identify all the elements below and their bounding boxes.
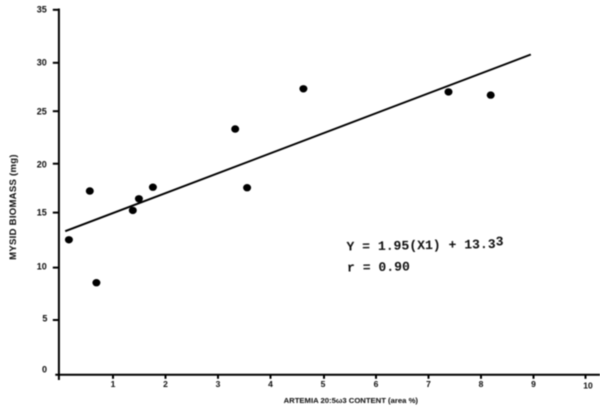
svg-text:2: 2 [163,379,168,389]
svg-text:7: 7 [426,379,431,389]
svg-text:4: 4 [268,379,273,389]
svg-text:r = 0.90: r = 0.90 [347,259,410,275]
svg-text:8: 8 [479,379,484,389]
svg-text:10: 10 [583,381,593,391]
svg-text:10: 10 [37,262,47,272]
svg-text:30: 30 [37,58,47,68]
svg-text:Y = 1.95(X1) + 13.33: Y = 1.95(X1) + 13.33 [346,234,503,254]
svg-text:0: 0 [42,365,47,375]
svg-text:20: 20 [37,159,47,169]
svg-text:35: 35 [37,5,47,15]
svg-text:9: 9 [531,379,536,389]
svg-text:1: 1 [111,379,116,389]
svg-text:15: 15 [37,208,47,218]
svg-text:ARTEMIA 20:5ω3 CONTENT (area %: ARTEMIA 20:5ω3 CONTENT (area %) [284,396,419,405]
svg-text:5: 5 [42,314,47,324]
svg-text:25: 25 [37,107,47,117]
svg-text:MYSID BIOMASS (mg): MYSID BIOMASS (mg) [8,154,19,260]
svg-text:3: 3 [216,379,221,389]
svg-text:5: 5 [321,379,326,389]
svg-text:6: 6 [374,379,379,389]
